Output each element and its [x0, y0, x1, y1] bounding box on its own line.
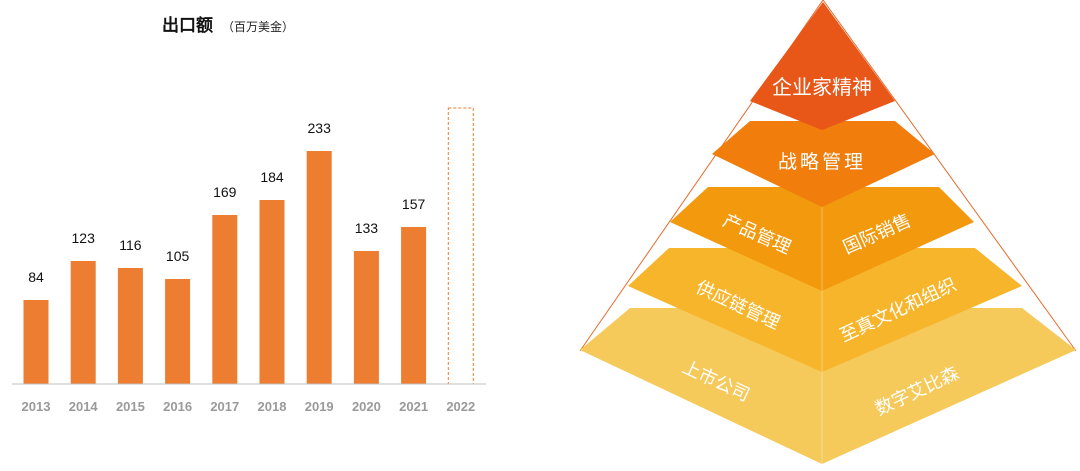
data-label-2013: 84: [28, 269, 44, 285]
chart-subtitle: （百万美金）: [222, 19, 294, 34]
pyramid-apex-label: 企业家精神: [772, 75, 872, 99]
data-label-2021: 157: [402, 196, 426, 212]
bar-2013: [23, 300, 49, 384]
data-label-2018: 184: [260, 169, 284, 185]
pyramid-diagram: 企业家精神 战略管理 产品管理 国际销售 供应链管理 至真文化和组织 上市公司 …: [579, 0, 1077, 464]
placeholder-bar-2022: [447, 107, 474, 385]
x-tick-2017: 2017: [210, 399, 239, 414]
data-label-2017: 169: [213, 184, 237, 200]
x-tick-2013: 2013: [22, 399, 51, 414]
bar-2020: [353, 251, 379, 384]
x-tick-2018: 2018: [258, 399, 287, 414]
bar-2017: [212, 215, 238, 384]
bars: 84 123 116 105 169 184 233 133 157: [23, 107, 474, 385]
bar-2015: [117, 268, 143, 384]
bar-2014: [70, 261, 96, 384]
x-tick-2014: 2014: [69, 399, 99, 414]
pyramid-level-5-shape: [580, 308, 1076, 464]
x-tick-2015: 2015: [116, 399, 145, 414]
bar-2019: [306, 151, 332, 384]
bar-2016: [165, 279, 191, 384]
x-tick-2021: 2021: [399, 399, 428, 414]
data-label-2016: 105: [166, 248, 190, 264]
data-label-2015: 116: [119, 237, 142, 253]
pyramid-level-2-shape: [712, 121, 935, 207]
bar-chart: 出口额 （百万美金） 84 123 116 105 169 184 233 133 157 20…: [12, 15, 486, 414]
x-tick-2016: 2016: [163, 399, 192, 414]
chart-title: 出口额: [162, 15, 213, 36]
data-label-2020: 133: [355, 220, 379, 236]
x-tick-2020: 2020: [352, 399, 381, 414]
pyramid-outline: [579, 0, 1077, 352]
bar-2018: [259, 200, 285, 384]
pyramid-apex-shape: [750, 2, 895, 130]
x-tick-labels: 2013 2014 2015 2016 2017 2018 2019 2020 2021 2022: [22, 399, 476, 414]
data-label-2014: 123: [72, 230, 96, 246]
data-label-2019: 233: [308, 120, 332, 136]
pyramid-level-2-label: 战略管理: [778, 151, 866, 173]
x-tick-2019: 2019: [305, 399, 334, 414]
pyramid-level-3-shape: [670, 187, 974, 291]
bar-2021: [401, 227, 427, 384]
x-tick-2022: 2022: [446, 399, 475, 414]
pyramid-level-4-shape: [628, 248, 1022, 372]
